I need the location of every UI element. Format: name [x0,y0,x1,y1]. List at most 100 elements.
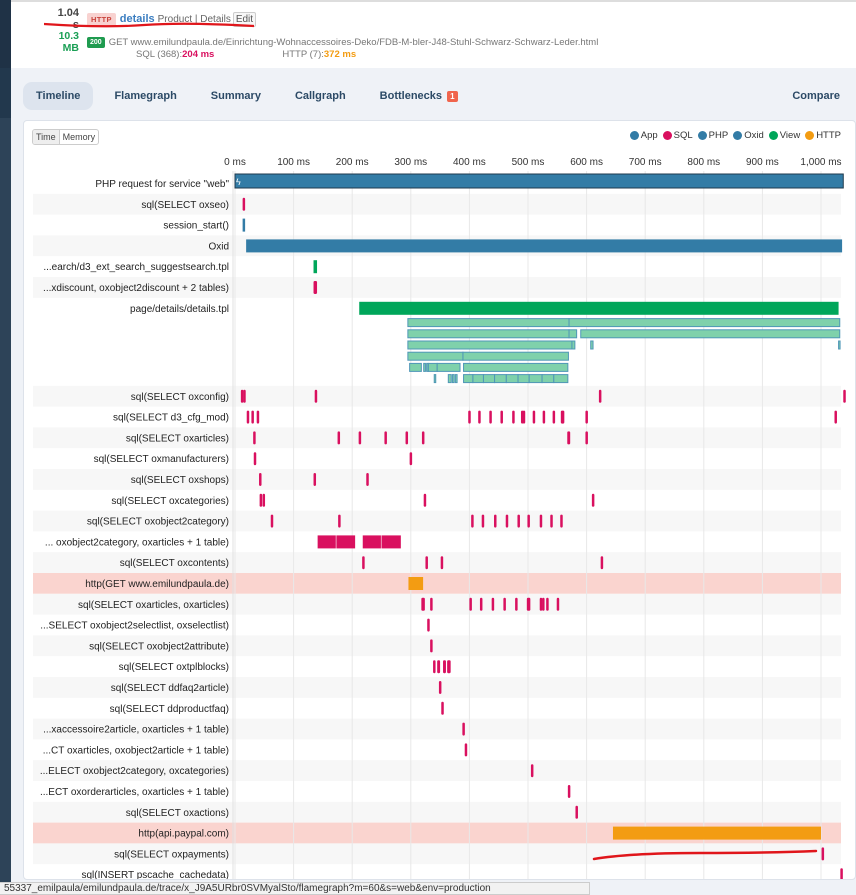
sql-span[interactable] [409,452,413,466]
sql-span[interactable] [253,452,257,466]
sql-span[interactable] [539,514,543,528]
nested-view-span[interactable] [451,374,455,384]
sql-span[interactable] [500,410,503,424]
nested-view-span[interactable] [463,374,474,384]
sql-span[interactable] [443,660,446,674]
nested-view-span[interactable] [580,329,841,339]
sql-span[interactable] [430,639,433,653]
nested-view-span[interactable] [517,374,530,384]
timeline-row[interactable]: sql(SELECT oxactions) [126,805,578,819]
nested-view-span[interactable] [472,374,484,384]
timeline-row[interactable]: sql(SELECT ddfaq2article) [111,681,442,694]
sql-span[interactable] [337,431,341,445]
sql-span[interactable] [840,868,843,880]
sql-span[interactable] [256,410,260,424]
nested-view-span[interactable] [407,329,570,339]
sql-span[interactable] [489,410,492,424]
sql-span[interactable] [384,431,387,445]
sql-span[interactable] [471,514,474,528]
nested-view-span[interactable] [494,374,507,384]
nested-view-span[interactable] [433,374,437,384]
nested-view-span[interactable] [553,374,569,384]
toggle-memory[interactable]: Memory [62,132,96,142]
sql-span[interactable] [479,597,483,611]
sql-span[interactable] [469,597,472,611]
sql-span[interactable] [505,514,509,528]
timeline-row[interactable]: sql(SELECT oxarticles, oxarticles) [78,597,560,611]
timeline-row[interactable]: sql(SELECT oxseo) [141,197,246,211]
nested-view-span[interactable] [447,374,452,384]
sql-span[interactable] [253,431,256,445]
timeline-row[interactable]: sql(SELECT oxconfig) [131,389,846,403]
sql-span[interactable] [362,535,381,549]
nested-view-span[interactable] [436,362,461,372]
nested-view-span[interactable] [427,362,438,372]
sql-span[interactable] [542,410,546,424]
legend-item-sql[interactable]: SQL [662,130,693,141]
nested-view-span[interactable] [409,362,422,372]
nested-view-span[interactable] [568,318,841,328]
legend-item-http[interactable]: HTTP [805,130,841,141]
sql-span[interactable] [362,556,365,570]
sql-span[interactable] [381,535,401,549]
sql-span[interactable] [405,431,409,445]
sql-span[interactable] [242,197,246,211]
sql-span[interactable] [585,410,588,424]
timeline-row[interactable]: ...ELECT oxobject2category, oxcategories… [40,764,534,778]
sql-span[interactable] [494,514,497,528]
timeline-row[interactable]: PHP request for service "web" ϟ [95,173,844,190]
sql-span[interactable] [259,473,262,486]
sql-span[interactable] [313,281,318,294]
app-span[interactable] [234,173,844,189]
nested-view-span[interactable] [505,374,519,384]
edit-button[interactable]: Edit [232,11,257,27]
sql-span[interactable] [336,535,356,549]
sql-span[interactable] [433,660,436,674]
nested-view-span[interactable] [407,318,570,328]
sql-span[interactable] [270,514,274,528]
timeline-row[interactable]: sql(SELECT oxpayments) [114,847,825,861]
sql-span[interactable] [421,597,425,611]
tab-callgraph[interactable]: Callgraph [282,82,359,110]
compare-link[interactable]: Compare [792,90,840,102]
nested-view-span[interactable] [482,374,496,384]
sql-span[interactable] [240,389,244,403]
http-span[interactable] [612,826,821,840]
timeline-row[interactable]: ...SELECT oxobject2selectlist, oxselectl… [40,618,430,632]
sql-span[interactable] [560,410,565,424]
nested-view-span[interactable] [407,351,464,361]
sql-span[interactable] [358,431,362,445]
nested-view-span[interactable] [528,374,543,384]
timeline-row[interactable]: sql(SELECT oxobject2attribute) [89,639,433,653]
sql-span[interactable] [585,431,588,445]
view-span[interactable] [359,301,839,315]
timeline-row[interactable]: sql(SELECT oxcontents) [120,556,604,570]
sql-span[interactable] [425,556,428,570]
sql-span[interactable] [512,410,515,424]
sql-span[interactable] [478,410,481,424]
timeline-row[interactable]: sql(SELECT oxarticles) [126,431,588,445]
sql-span[interactable] [262,493,266,507]
sql-span[interactable] [468,410,471,424]
nested-view-span[interactable] [407,340,573,350]
sql-span[interactable] [243,389,246,403]
nested-view-span[interactable] [590,340,594,350]
nested-view-span[interactable] [462,351,569,361]
timeline-row[interactable]: ...CT oxarticles, oxobject2article + 1 t… [43,743,468,757]
sql-span[interactable] [527,514,530,528]
sql-span[interactable] [441,701,444,715]
sql-span[interactable] [567,431,571,445]
http-span[interactable] [408,577,424,590]
sql-span[interactable] [560,514,563,528]
sql-span[interactable] [338,514,341,528]
timeline-row[interactable]: sql(SELECT oxobject2category) [87,514,563,528]
sql-span[interactable] [447,660,451,674]
tab-timeline[interactable]: Timeline [23,82,94,110]
sql-span[interactable] [542,597,545,611]
sql-span[interactable] [600,556,604,570]
sql-span[interactable] [517,514,520,528]
sql-span[interactable] [526,597,531,611]
sql-span[interactable] [491,597,495,611]
timeline-row[interactable]: sql(SELECT oxtplblocks) [119,660,451,674]
sql-span[interactable] [437,660,441,674]
